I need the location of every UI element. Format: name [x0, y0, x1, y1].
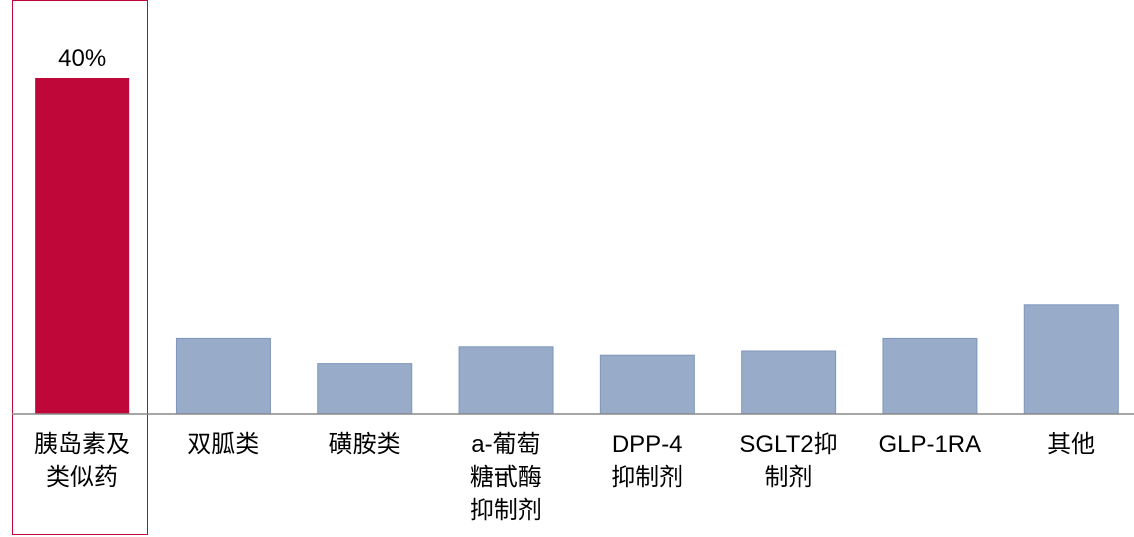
- bar: [882, 337, 978, 415]
- bar: [175, 337, 271, 415]
- bar: [599, 354, 695, 415]
- category-label: 磺胺类: [328, 431, 401, 458]
- category-label: 其他: [1047, 431, 1096, 458]
- category-label: 胰岛素及 类似药: [34, 431, 130, 491]
- bar: [1023, 304, 1119, 415]
- category-label: SGLT2抑 制剂: [739, 431, 838, 491]
- category-label: 双胍类: [187, 431, 260, 458]
- bar: [741, 350, 837, 415]
- highlight-box: [12, 0, 148, 535]
- bar: [458, 346, 554, 415]
- bar: [35, 78, 130, 414]
- category-label: GLP-1RA: [878, 431, 982, 458]
- value-label: 40%: [58, 45, 106, 72]
- category-label: DPP-4 抑制剂: [611, 431, 684, 491]
- category-label: a-葡萄 糖甙酶 抑制剂: [469, 431, 542, 524]
- bar: [317, 363, 413, 415]
